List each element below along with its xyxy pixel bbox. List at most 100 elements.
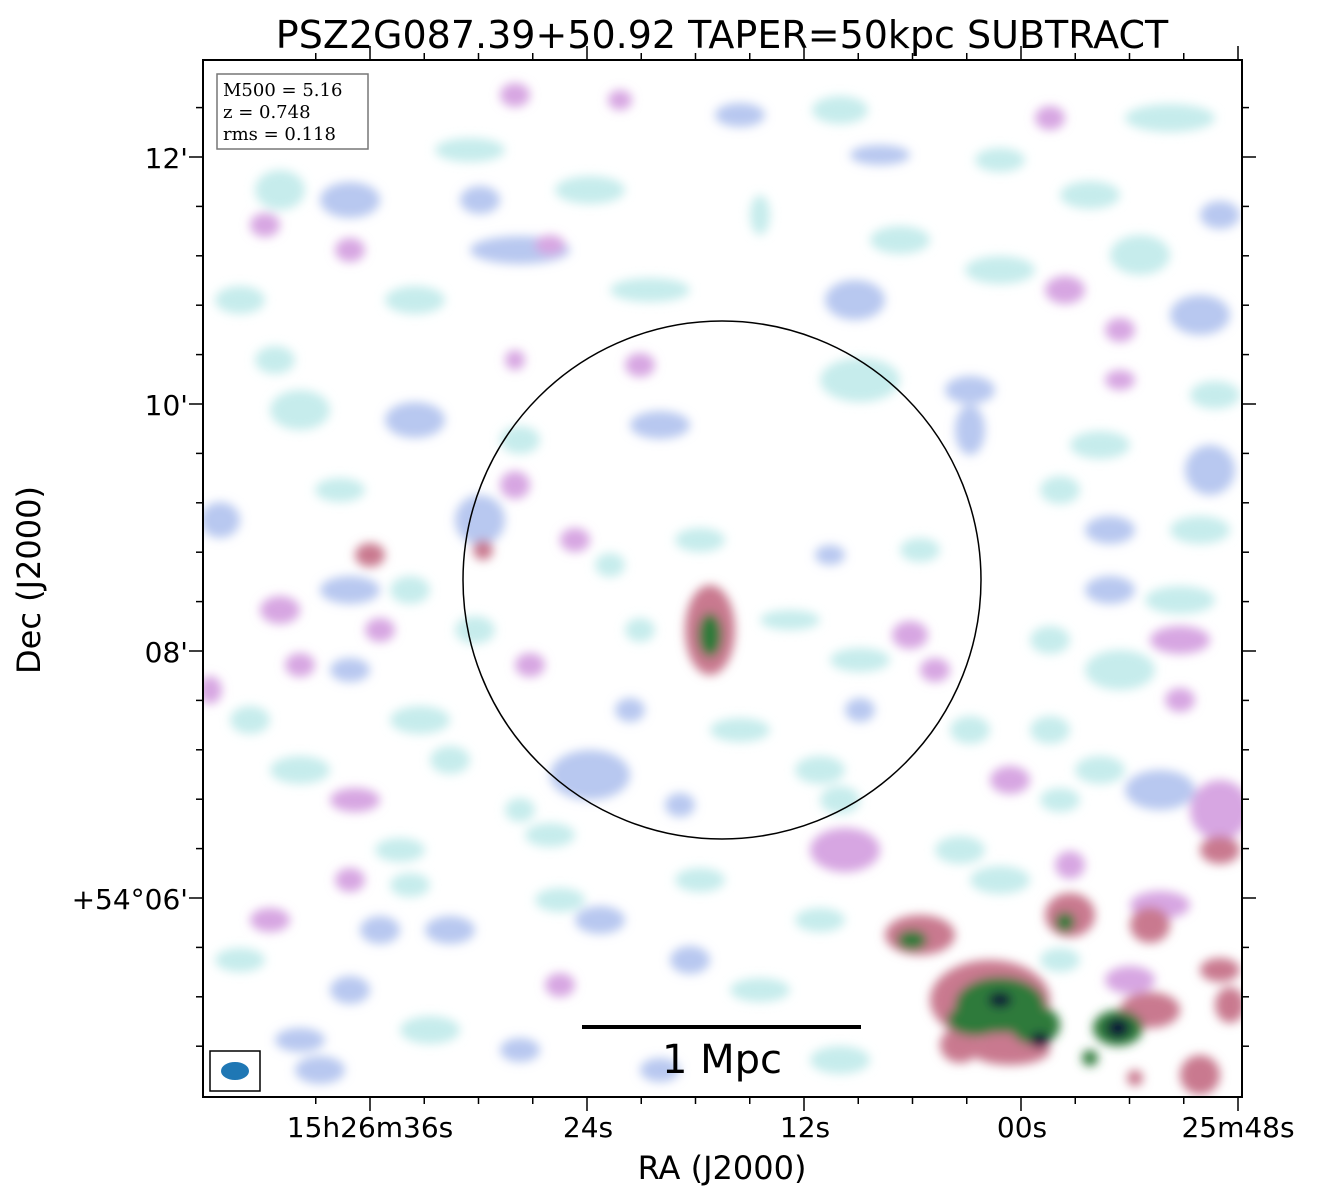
- emission-blob: [988, 992, 1012, 1008]
- emission-blob: [555, 176, 625, 204]
- emission-blob: [1055, 851, 1085, 879]
- emission-blob: [675, 868, 725, 892]
- emission-blob: [1106, 1018, 1130, 1038]
- emission-blob: [675, 528, 725, 552]
- emission-blob: [1127, 1070, 1143, 1086]
- emission-blob: [1070, 431, 1130, 459]
- emission-blob: [1085, 650, 1155, 690]
- emission-blob: [892, 621, 928, 649]
- emission-blob: [385, 402, 445, 438]
- emission-blob: [215, 286, 265, 314]
- emission-blob: [270, 390, 330, 430]
- emission-blob: [870, 226, 930, 254]
- emission-blob: [897, 930, 927, 950]
- emission-blob: [500, 426, 540, 454]
- emission-blob: [1215, 987, 1242, 1023]
- emission-blob: [795, 908, 845, 932]
- chart-title: PSZ2G087.39+50.92 TAPER=50kpc SUBTRACT: [276, 13, 1169, 57]
- emission-blob: [435, 138, 505, 162]
- emission-blob: [355, 543, 385, 567]
- emission-blob: [810, 1046, 870, 1074]
- emission-blob: [965, 256, 1035, 284]
- emission-blob: [375, 838, 425, 862]
- emission-blob: [820, 358, 900, 402]
- emission-blob: [360, 916, 400, 944]
- emission-blob: [970, 866, 1030, 894]
- x-axis-label: RA (J2000): [638, 1149, 807, 1187]
- emission-blob: [390, 873, 430, 897]
- emission-blob: [1030, 1032, 1050, 1048]
- emission-blob: [1190, 780, 1242, 840]
- emission-blob: [535, 888, 585, 912]
- emission-blob: [335, 238, 365, 262]
- emission-blob: [560, 528, 590, 552]
- emission-blob: [1040, 788, 1080, 812]
- emission-blob: [760, 610, 820, 630]
- beam-ellipse: [221, 1062, 249, 1080]
- emission-blob: [1082, 1050, 1098, 1066]
- radio-emission-layer: [203, 83, 1242, 1095]
- emission-blob: [1125, 104, 1215, 132]
- y-tick-label-3: +54°06': [72, 883, 188, 916]
- emission-blob: [365, 618, 395, 642]
- emission-blob: [1180, 1055, 1220, 1095]
- emission-blob: [320, 576, 380, 604]
- emission-blob: [255, 346, 295, 374]
- emission-blob: [625, 618, 655, 642]
- emission-blob: [950, 716, 990, 744]
- emission-blob: [460, 186, 500, 214]
- info-box: [216, 73, 369, 150]
- emission-blob: [1105, 966, 1155, 994]
- emission-blob: [215, 948, 265, 972]
- emission-blob: [550, 750, 630, 800]
- emission-blob: [500, 471, 530, 499]
- emission-blob: [947, 1004, 1003, 1036]
- emission-blob: [575, 906, 625, 934]
- emission-blob: [920, 658, 950, 682]
- emission-blob: [640, 1058, 680, 1082]
- emission-blob: [812, 96, 868, 124]
- emission-blob: [335, 868, 365, 892]
- emission-blob: [250, 213, 280, 237]
- emission-blob: [1110, 235, 1170, 275]
- emission-blob: [285, 653, 315, 677]
- emission-blob: [545, 973, 575, 997]
- emission-blob: [500, 83, 530, 107]
- emission-blob: [1085, 576, 1135, 604]
- emission-blob: [665, 793, 695, 817]
- emission-blob: [1040, 476, 1080, 504]
- emission-blob: [1035, 106, 1065, 130]
- emission-blob: [1125, 770, 1195, 810]
- emission-blob: [1190, 381, 1240, 409]
- emission-blob: [900, 538, 940, 562]
- emission-blob: [505, 798, 535, 822]
- emission-blob: [935, 836, 985, 864]
- emission-blob: [525, 823, 575, 847]
- emission-blob: [320, 182, 380, 218]
- emission-blob: [945, 376, 995, 404]
- emission-blob: [595, 553, 625, 577]
- info-redshift: z = 0.748: [223, 102, 311, 123]
- emission-blob: [845, 698, 875, 722]
- emission-blob: [270, 756, 330, 784]
- emission-blob: [250, 908, 290, 932]
- emission-blob: [455, 616, 495, 644]
- emission-blob: [710, 718, 770, 742]
- emission-blob: [1085, 516, 1135, 544]
- emission-blob: [940, 1027, 980, 1063]
- emission-blob: [230, 706, 270, 734]
- emission-blob: [535, 235, 565, 255]
- x-tick-label-4: 25m48s: [1181, 1111, 1294, 1144]
- emission-blob: [730, 978, 790, 1002]
- emission-blob: [698, 613, 722, 657]
- emission-blob: [1060, 181, 1120, 209]
- emission-blob: [820, 786, 860, 814]
- emission-blob: [385, 286, 445, 314]
- emission-blob: [850, 145, 910, 165]
- emission-blob: [1030, 626, 1070, 654]
- emission-blob: [1045, 276, 1085, 304]
- emission-blob: [1170, 516, 1230, 544]
- emission-blob: [330, 788, 380, 812]
- x-tick-label-3: 00s: [997, 1111, 1047, 1144]
